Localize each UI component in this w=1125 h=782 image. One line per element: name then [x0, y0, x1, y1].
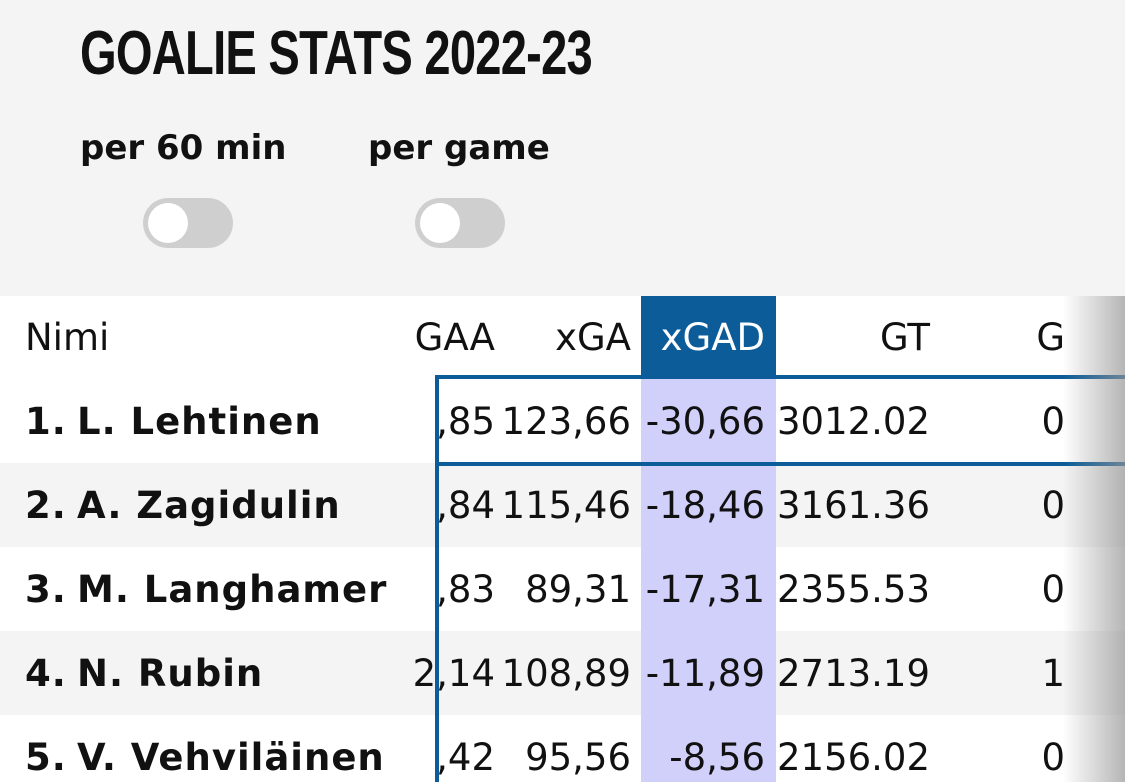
- xga-cell: 95,56: [525, 735, 631, 779]
- sticky-column-divider: [435, 379, 439, 782]
- g-cell: 0: [1041, 483, 1065, 527]
- toggle-knob: [148, 203, 188, 243]
- table-header: Nimi GAA xGA xGAD GT G: [0, 296, 1125, 379]
- rank: 4.: [25, 651, 67, 695]
- gt-cell: 3161.36: [776, 483, 930, 527]
- player-name-cell: 2. A. Zagidulin: [25, 463, 435, 547]
- gaa-cell: ,84: [436, 483, 495, 527]
- g-cell: 1: [1041, 651, 1065, 695]
- player-name: L. Lehtinen: [77, 399, 322, 443]
- player-name-cell: 3. M. Langhamer: [25, 547, 435, 631]
- table-row[interactable]: 4. N. Rubin 2,14 108,89 -11,89 2713.19 1: [0, 631, 1125, 715]
- table-row[interactable]: 3. M. Langhamer ,83 89,31 -17,31 2355.53 …: [0, 547, 1125, 631]
- column-header-name[interactable]: Nimi: [25, 316, 110, 359]
- xgad-cell: -30,66: [641, 379, 776, 463]
- xgad-cell: -17,31: [641, 547, 776, 631]
- xga-cell: 123,66: [501, 399, 631, 443]
- player-name-cell: 4. N. Rubin: [25, 631, 435, 715]
- xgad-cell: -8,56: [641, 715, 776, 782]
- player-name: N. Rubin: [77, 651, 264, 695]
- rank: 3.: [25, 567, 67, 611]
- gaa-cell: ,42: [436, 735, 495, 779]
- toggle-knob: [420, 203, 460, 243]
- player-name: M. Langhamer: [77, 567, 388, 611]
- gt-cell: 2156.02: [776, 735, 930, 779]
- xgad-cell: -11,89: [641, 631, 776, 715]
- column-header-xgad[interactable]: xGAD: [641, 296, 776, 379]
- xga-cell: 108,89: [501, 651, 631, 695]
- xga-cell: 115,46: [501, 483, 631, 527]
- gaa-cell: ,83: [436, 567, 495, 611]
- column-header-g[interactable]: G: [1036, 316, 1065, 359]
- gt-cell: 3012.02: [776, 399, 930, 443]
- gaa-cell: ,85: [436, 399, 495, 443]
- player-name-cell: 5. V. Vehviläinen: [25, 715, 435, 782]
- rank: 5.: [25, 735, 67, 779]
- g-cell: 0: [1041, 567, 1065, 611]
- table-row[interactable]: 1. L. Lehtinen ,85 123,66 -30,66 3012.02 …: [0, 379, 1125, 463]
- player-name-cell: 1. L. Lehtinen: [25, 379, 435, 463]
- g-cell: 0: [1041, 399, 1065, 443]
- column-header-gt[interactable]: GT: [880, 316, 930, 359]
- per-game-label: per game: [368, 128, 550, 168]
- page-title: GOALIE STATS 2022-23: [80, 19, 593, 88]
- gaa-cell: 2,14: [412, 651, 495, 695]
- table-row[interactable]: 5. V. Vehviläinen ,42 95,56 -8,56 2156.02…: [0, 715, 1125, 782]
- rank: 2.: [25, 483, 67, 527]
- column-header-xga[interactable]: xGA: [555, 316, 631, 359]
- gt-cell: 2355.53: [776, 567, 930, 611]
- per-60-min-label: per 60 min: [80, 128, 287, 168]
- goalie-stats-table[interactable]: Nimi GAA xGA xGAD GT G 1. L. Lehtinen ,85…: [0, 296, 1125, 782]
- column-header-gaa[interactable]: GAA: [414, 316, 495, 359]
- player-name: V. Vehviläinen: [77, 735, 385, 779]
- xgad-cell: -18,46: [641, 463, 776, 547]
- xga-cell: 89,31: [525, 567, 631, 611]
- per-60-min-toggle[interactable]: [143, 198, 233, 248]
- per-game-toggle[interactable]: [415, 198, 505, 248]
- g-cell: 0: [1041, 735, 1065, 779]
- rank: 1.: [25, 399, 67, 443]
- table-row[interactable]: 2. A. Zagidulin ,84 115,46 -18,46 3161.36…: [0, 463, 1125, 547]
- horizontal-scroll-shadow: [1063, 296, 1125, 782]
- gt-cell: 2713.19: [776, 651, 930, 695]
- player-name: A. Zagidulin: [77, 483, 341, 527]
